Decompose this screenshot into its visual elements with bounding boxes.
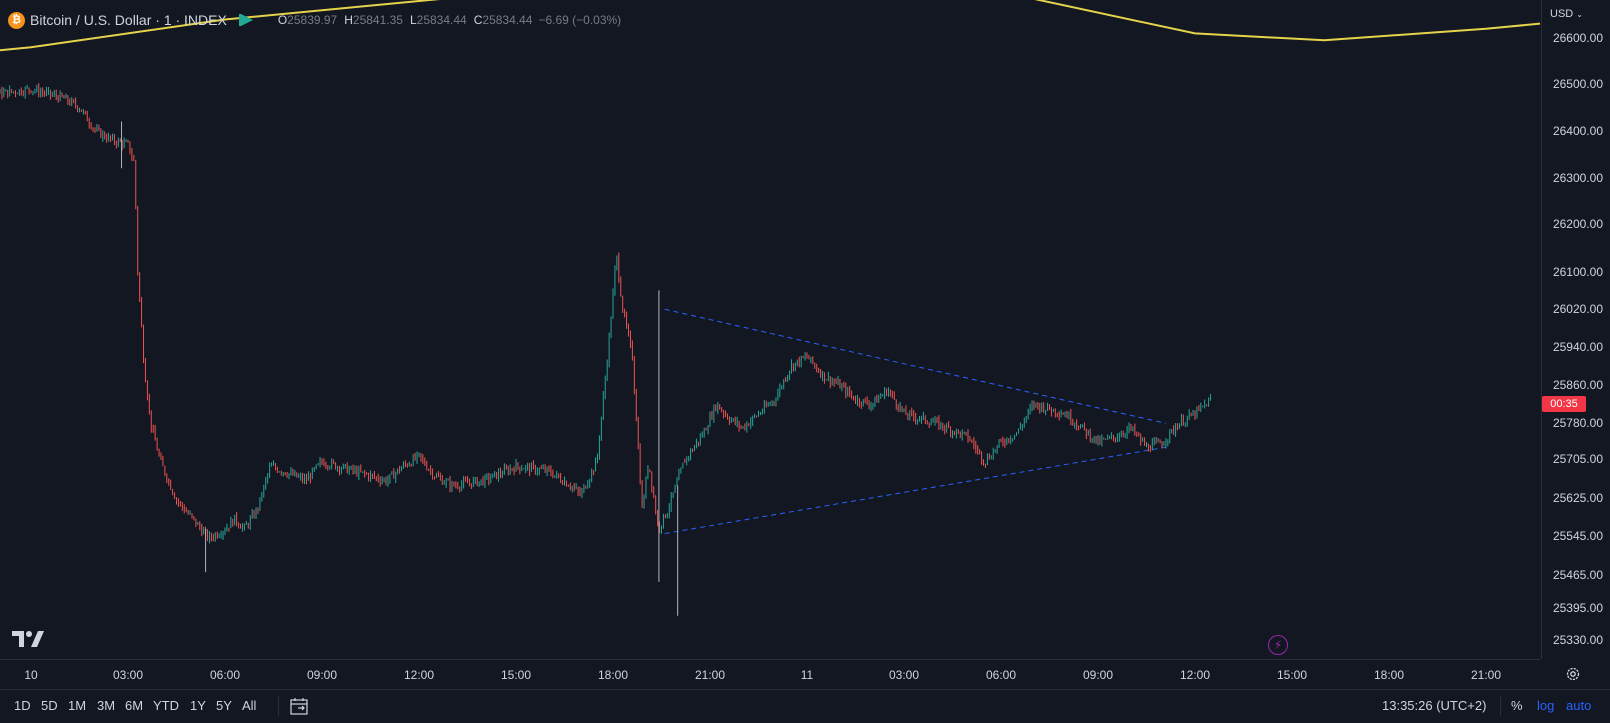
price-chart[interactable]	[0, 0, 1540, 659]
bottom-toolbar: 1D 5D 1M 3M 6M YTD 1Y 5Y All 13:35:26 (UTC+2) % …	[0, 689, 1610, 723]
time-axis-label: 09:00	[306, 668, 338, 682]
time-axis-label: 11	[800, 668, 814, 682]
price-scale-label: 25545.00	[1552, 528, 1603, 543]
close-value: 25834.44	[482, 13, 533, 27]
market-open-flag-icon	[238, 14, 253, 26]
open-key: O	[277, 13, 288, 27]
low-value: 25834.44	[416, 13, 467, 27]
range-button-1m[interactable]: 1M	[68, 698, 87, 713]
gear-icon[interactable]	[1565, 666, 1581, 682]
low-key: L	[409, 13, 417, 27]
currency-label: USD	[1550, 8, 1574, 20]
time-axis-label: 12:00	[403, 668, 435, 682]
range-button-5d[interactable]: 5D	[41, 698, 58, 713]
open-value: 25839.97	[287, 13, 338, 27]
bitcoin-icon: ₿	[8, 11, 25, 29]
candlestick-series	[0, 83, 1212, 616]
time-axis-label: 15:00	[500, 668, 532, 682]
time-axis-label: 03:00	[112, 668, 144, 682]
tradingview-logo[interactable]	[12, 629, 44, 647]
time-axis-label: 21:00	[1470, 668, 1502, 682]
symbol-legend: ₿ Bitcoin / U.S. Dollar · 1 · INDEX O 258…	[8, 10, 621, 30]
time-axis-label: 15:00	[1276, 668, 1308, 682]
calendar-goto-icon[interactable]	[290, 697, 310, 715]
price-scale-label: 25330.00	[1552, 633, 1603, 647]
price-scale-label: 26020.00	[1552, 302, 1603, 317]
auto-scale-toggle[interactable]: auto	[1566, 698, 1592, 713]
time-axis-label: 06:00	[209, 668, 241, 682]
divider	[1500, 696, 1501, 716]
price-scale[interactable]: USD ⌄ 26600.00 26500.00 26400.00 26300.00 26…	[1541, 0, 1610, 659]
time-axis[interactable]: 10 03:00 06:00 09:00 12:00 15:00 18:00 21:00 11 0…	[0, 659, 1540, 688]
time-axis-label: 18:00	[597, 668, 629, 682]
time-axis-label: 06:00	[985, 668, 1017, 682]
price-scale-label: 25860.00	[1552, 378, 1603, 393]
currency-selector[interactable]: USD ⌄	[1550, 8, 1583, 20]
symbol-title[interactable]: Bitcoin / U.S. Dollar · 1 · INDEX	[30, 12, 227, 28]
divider	[278, 696, 279, 716]
price-scale-label: 26200.00	[1552, 217, 1603, 232]
price-scale-label: 26300.00	[1552, 170, 1603, 185]
price-scale-label: 25395.00	[1552, 601, 1603, 616]
price-scale-label: 25625.00	[1552, 490, 1603, 505]
price-scale-label: 25940.00	[1552, 340, 1603, 355]
time-axis-label: 09:00	[1082, 668, 1114, 682]
price-scale-label: 25705.00	[1552, 452, 1603, 467]
price-scale-label: 25780.00	[1552, 416, 1603, 431]
lightning-alert-icon[interactable]: ⚡	[1268, 635, 1288, 655]
price-scale-label: 26400.00	[1552, 123, 1603, 138]
high-key: H	[344, 13, 353, 27]
range-button-ytd[interactable]: YTD	[153, 698, 179, 713]
percent-toggle[interactable]: %	[1511, 698, 1523, 713]
price-scale-label: 25465.00	[1552, 567, 1603, 582]
close-key: C	[473, 13, 483, 27]
triangle-lower-trendline[interactable]	[664, 446, 1166, 535]
price-scale-label: 26100.00	[1552, 264, 1603, 279]
range-button-6m[interactable]: 6M	[125, 698, 144, 713]
current-price-countdown: 00:35	[1542, 396, 1586, 413]
time-axis-label: 10	[24, 668, 38, 682]
time-axis-label: 21:00	[694, 668, 726, 682]
triangle-drawing[interactable]	[664, 308, 1167, 535]
price-scale-label: 26500.00	[1552, 77, 1603, 92]
time-axis-label: 12:00	[1179, 668, 1211, 682]
triangle-upper-trendline[interactable]	[664, 308, 1167, 424]
range-button-1y[interactable]: 1Y	[190, 698, 206, 713]
range-button-1d[interactable]: 1D	[14, 698, 31, 713]
time-axis-label: 03:00	[888, 668, 920, 682]
chevron-down-icon: ⌄	[1576, 10, 1583, 19]
range-button-5y[interactable]: 5Y	[216, 698, 232, 713]
high-value: 25841.35	[352, 13, 403, 27]
range-button-all[interactable]: All	[242, 698, 257, 713]
time-axis-label: 18:00	[1373, 668, 1405, 682]
moving-average-line	[0, 0, 1540, 52]
clock[interactable]: 13:35:26 (UTC+2)	[1382, 698, 1487, 713]
price-scale-label: 26600.00	[1552, 31, 1603, 45]
log-scale-toggle[interactable]: log	[1537, 698, 1555, 713]
change-value: −6.69 (−0.03%)	[538, 13, 622, 27]
range-button-3m[interactable]: 3M	[97, 698, 116, 713]
